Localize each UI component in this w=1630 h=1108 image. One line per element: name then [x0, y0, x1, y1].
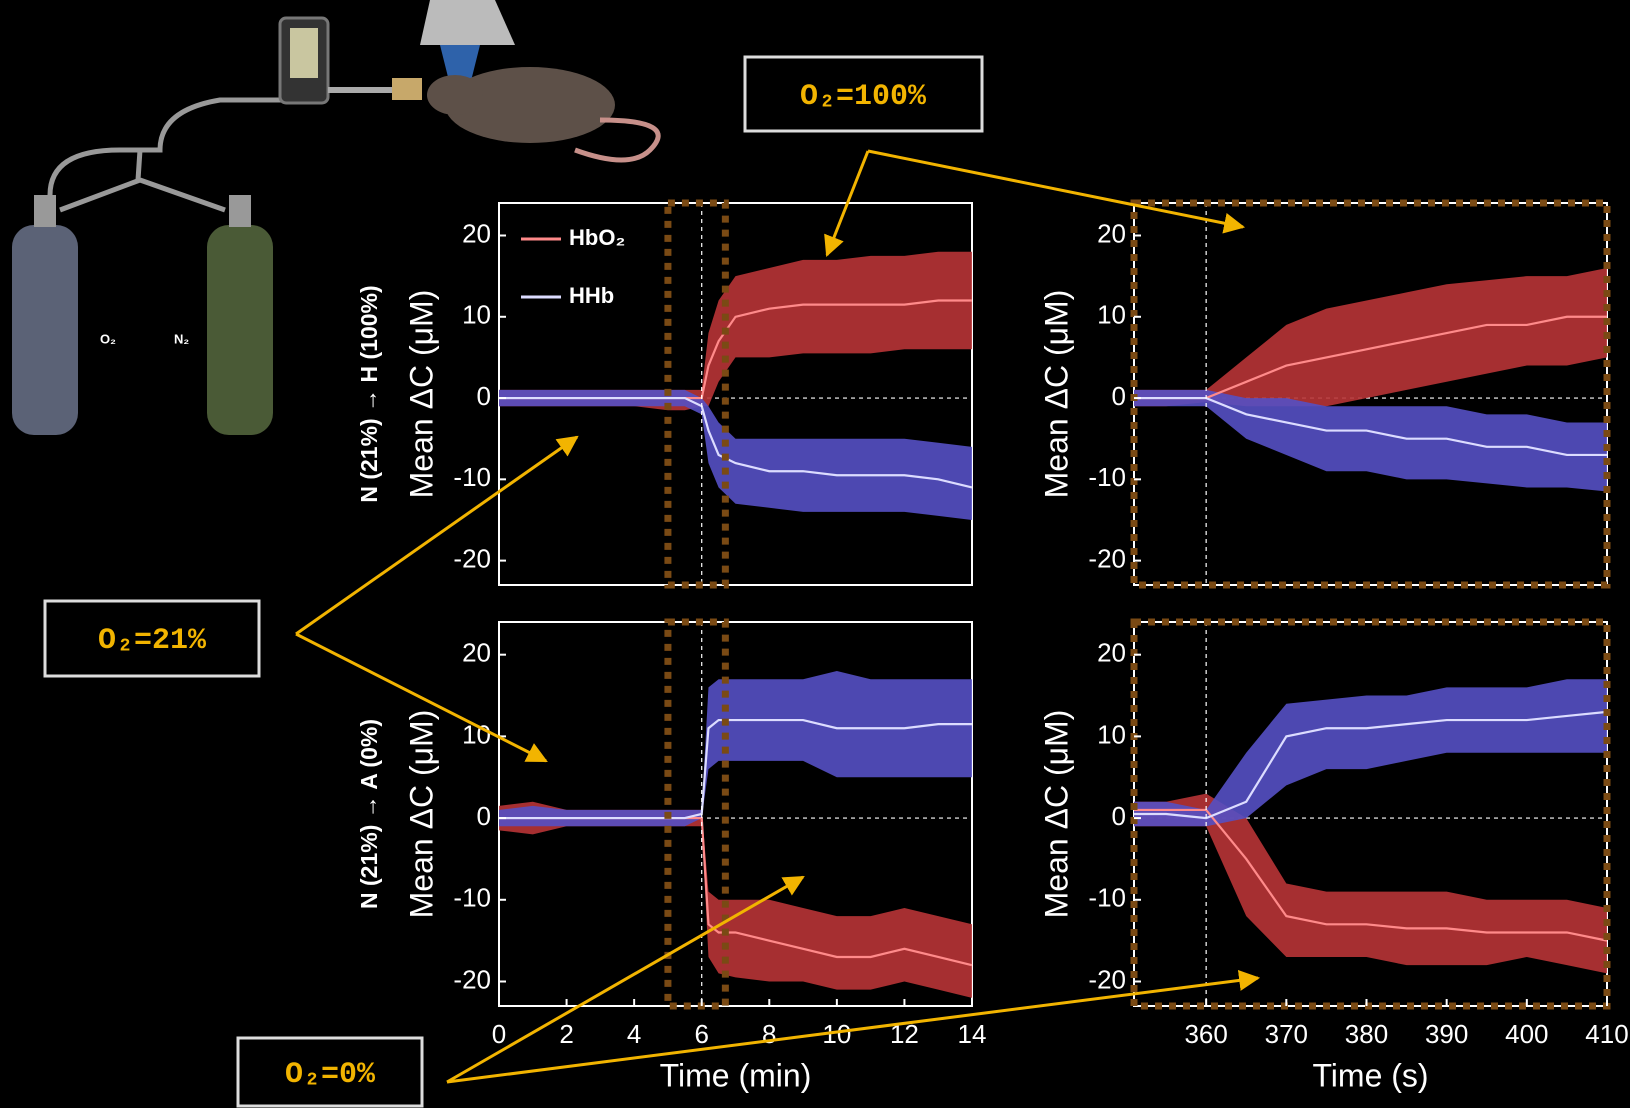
x-tick-label: 390 — [1425, 1019, 1468, 1049]
y-tick-label: -20 — [1088, 543, 1126, 573]
x-tick-label: 8 — [762, 1019, 776, 1049]
y-tick-label: 10 — [1097, 719, 1126, 749]
x-tick-label: 4 — [627, 1019, 641, 1049]
x-tick-label: 400 — [1505, 1019, 1548, 1049]
y-tick-label: 10 — [462, 300, 491, 330]
y-axis-label: Mean ΔC (μM) — [1038, 710, 1074, 919]
x-tick-label: 0 — [492, 1019, 506, 1049]
x-axis-label: Time (min) — [660, 1057, 812, 1093]
setup-illustration — [12, 0, 658, 435]
y-tick-label: -10 — [1088, 883, 1126, 913]
cylinder-label: O₂ — [100, 331, 116, 346]
band — [1134, 268, 1607, 406]
x-axis-label: Time (s) — [1312, 1057, 1428, 1093]
legend-label: HbO₂ — [569, 225, 625, 250]
x-tick-label: 410 — [1585, 1019, 1628, 1049]
y-tick-label: 0 — [477, 381, 491, 411]
y-tick-label: 0 — [477, 801, 491, 831]
y-tick-label: 10 — [1097, 300, 1126, 330]
band — [499, 671, 972, 826]
y-tick-label: -20 — [453, 543, 491, 573]
band — [499, 390, 972, 520]
band — [499, 252, 972, 410]
x-tick-label: 380 — [1345, 1019, 1388, 1049]
y-axis-label: Mean ΔC (μM) — [1038, 290, 1074, 499]
y-tick-label: 20 — [462, 218, 491, 248]
figure: O₂ N₂ O₂=100% O₂=21% O₂=0% -20-1001020Me… — [0, 0, 1630, 1108]
annotation: O₂=0% — [285, 1058, 376, 1092]
y-tick-label: 20 — [1097, 218, 1126, 248]
x-tick-label: 2 — [559, 1019, 573, 1049]
y-tick-label: -20 — [1088, 964, 1126, 994]
row-label: N (21%) → A (0%) — [356, 719, 382, 909]
y-tick-label: 0 — [1112, 801, 1126, 831]
annotation: O₂=21% — [98, 624, 207, 658]
y-tick-label: -20 — [453, 964, 491, 994]
x-tick-label: 360 — [1184, 1019, 1227, 1049]
x-tick-label: 370 — [1265, 1019, 1308, 1049]
y-tick-label: 20 — [462, 638, 491, 668]
y-axis-label: Mean ΔC (μM) — [403, 290, 439, 499]
y-tick-label: 0 — [1112, 381, 1126, 411]
y-tick-label: 10 — [462, 719, 491, 749]
annotation: O₂=100% — [800, 80, 927, 114]
legend-label: HHb — [569, 283, 614, 308]
y-tick-label: 20 — [1097, 638, 1126, 668]
x-tick-label: 14 — [958, 1019, 987, 1049]
band — [1134, 390, 1607, 492]
y-tick-label: -10 — [1088, 462, 1126, 492]
y-tick-label: -10 — [453, 462, 491, 492]
x-tick-label: 6 — [694, 1019, 708, 1049]
y-tick-label: -10 — [453, 883, 491, 913]
y-axis-label: Mean ΔC (μM) — [403, 710, 439, 919]
row-label: N (21%) → H (100%) — [356, 285, 382, 502]
cylinder-label: N₂ — [174, 331, 189, 346]
band — [499, 802, 972, 998]
